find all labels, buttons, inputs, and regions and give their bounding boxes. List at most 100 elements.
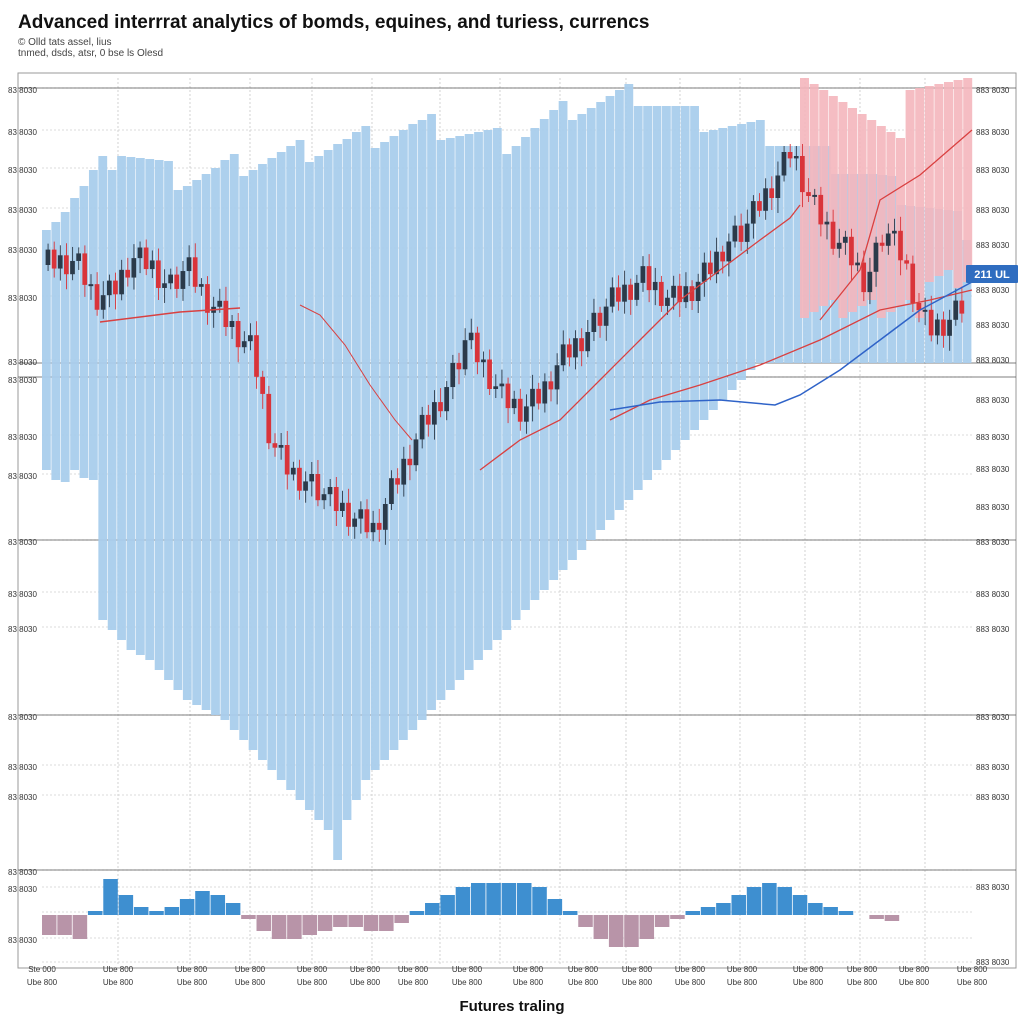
candle-body xyxy=(113,280,118,295)
candle-body xyxy=(438,402,443,412)
oscillator-bar xyxy=(685,911,701,915)
candle-body xyxy=(744,223,750,242)
candle-body xyxy=(695,281,701,301)
oscillator-bar xyxy=(777,887,792,915)
oscillator-bar xyxy=(578,915,593,927)
moving-average-line-red-4 xyxy=(819,129,973,321)
oscillator-bar xyxy=(440,895,455,915)
oscillator-bar xyxy=(379,915,394,931)
moving-average-line-blue xyxy=(609,281,973,411)
volume-bar-lower xyxy=(333,363,343,860)
oscillator-bar xyxy=(118,895,134,915)
candle-body xyxy=(425,414,431,425)
current-value-badge xyxy=(966,265,1018,283)
volume-bar-upper xyxy=(436,140,446,363)
y-tick-label-left: 83 8030 xyxy=(8,433,37,442)
oscillator-bar xyxy=(746,887,762,915)
oscillator-bar xyxy=(716,903,731,915)
candle-body xyxy=(64,255,69,275)
candle-body xyxy=(407,458,413,466)
x-tick-label: Ube 800 xyxy=(675,965,706,974)
volume-bar-upper xyxy=(427,114,436,363)
candle-body xyxy=(413,439,419,466)
oscillator-bar xyxy=(149,911,164,915)
candle-body xyxy=(806,192,811,196)
candle-body xyxy=(849,236,854,266)
candle-body xyxy=(904,260,909,264)
volume-bar-lower xyxy=(474,363,483,660)
x-tick-label-secondary: Ube 800 xyxy=(513,978,544,987)
volume-bar-lower xyxy=(502,363,512,630)
candle-body xyxy=(315,474,321,501)
oscillator-bar xyxy=(639,915,655,939)
volume-bar-upper xyxy=(539,119,549,363)
volume-bar-lower xyxy=(295,363,305,800)
volume-bar-upper xyxy=(98,156,108,363)
candle-body xyxy=(223,300,229,327)
volume-bar-lower xyxy=(248,363,258,750)
volume-bar-highlight xyxy=(934,84,944,276)
volume-bar-lower xyxy=(286,363,296,790)
candle-body xyxy=(125,269,131,278)
candle-body xyxy=(100,295,106,310)
volume-bar-lower xyxy=(229,363,239,730)
volume-bar-lower xyxy=(662,363,671,460)
x-tick-label: Ube 800 xyxy=(957,965,988,974)
candle-body xyxy=(284,445,290,475)
candle-body xyxy=(689,286,695,301)
oscillator-bar xyxy=(271,915,287,939)
volume-bar-upper xyxy=(370,148,380,363)
oscillator-bar xyxy=(670,915,685,919)
y-tick-label-left: 83 8030 xyxy=(8,763,37,772)
candle-body xyxy=(524,406,529,422)
volume-bar-upper xyxy=(229,154,239,363)
y-tick-label-left: 83 8030 xyxy=(8,206,37,215)
candle-body xyxy=(665,297,670,306)
volume-bar-upper xyxy=(492,128,502,363)
oscillator-bar xyxy=(179,899,195,915)
y-tick-label-left: 83 8030 xyxy=(8,294,37,303)
candle-body xyxy=(174,274,180,289)
y-tick-label-right: 883 8030 xyxy=(976,206,1010,215)
volume-bar-lower xyxy=(70,363,79,470)
volume-bar-lower xyxy=(314,363,324,820)
volume-bar-highlight xyxy=(848,108,857,312)
candle-body xyxy=(76,253,81,261)
candle-body xyxy=(818,194,824,225)
candle-body xyxy=(879,242,885,246)
volume-bar-lower xyxy=(276,363,286,780)
x-tick-label-secondary: Ube 800 xyxy=(350,978,381,987)
oscillator-bar xyxy=(608,915,624,947)
candle-body xyxy=(603,306,609,326)
x-tick-label: Ube 800 xyxy=(452,965,483,974)
candle-body xyxy=(873,242,879,272)
volume-bar-upper xyxy=(464,134,474,363)
volume-bar-upper xyxy=(671,106,681,363)
volume-bar-upper xyxy=(182,186,192,363)
volume-bar-upper xyxy=(220,160,230,363)
oscillator-bar xyxy=(501,883,517,915)
candle-body xyxy=(757,201,762,211)
volume-bar-highlight xyxy=(809,84,819,312)
volume-bar-upper xyxy=(342,139,352,363)
candle-body xyxy=(591,312,597,332)
candle-body xyxy=(290,467,296,475)
volume-bar-upper xyxy=(943,210,953,363)
volume-bar-upper xyxy=(699,132,709,363)
volume-bar-upper xyxy=(286,146,296,363)
volume-bar-lower xyxy=(511,363,521,620)
candle-body xyxy=(149,260,155,270)
candle-body xyxy=(333,487,339,511)
oscillator-bar xyxy=(823,907,838,915)
volume-bar-lower xyxy=(521,363,530,610)
candle-body xyxy=(959,300,965,314)
volume-bar-lower xyxy=(370,363,380,770)
volume-bar-lower xyxy=(577,363,587,550)
y-tick-label-right: 883 8030 xyxy=(976,128,1010,137)
volume-bar-lower xyxy=(596,363,606,530)
volume-bar-upper xyxy=(417,120,427,363)
candle-body xyxy=(376,522,382,530)
volume-bar-lower xyxy=(182,363,192,700)
oscillator-bar xyxy=(516,883,532,915)
y-tick-label-right: 883 8030 xyxy=(976,321,1010,330)
